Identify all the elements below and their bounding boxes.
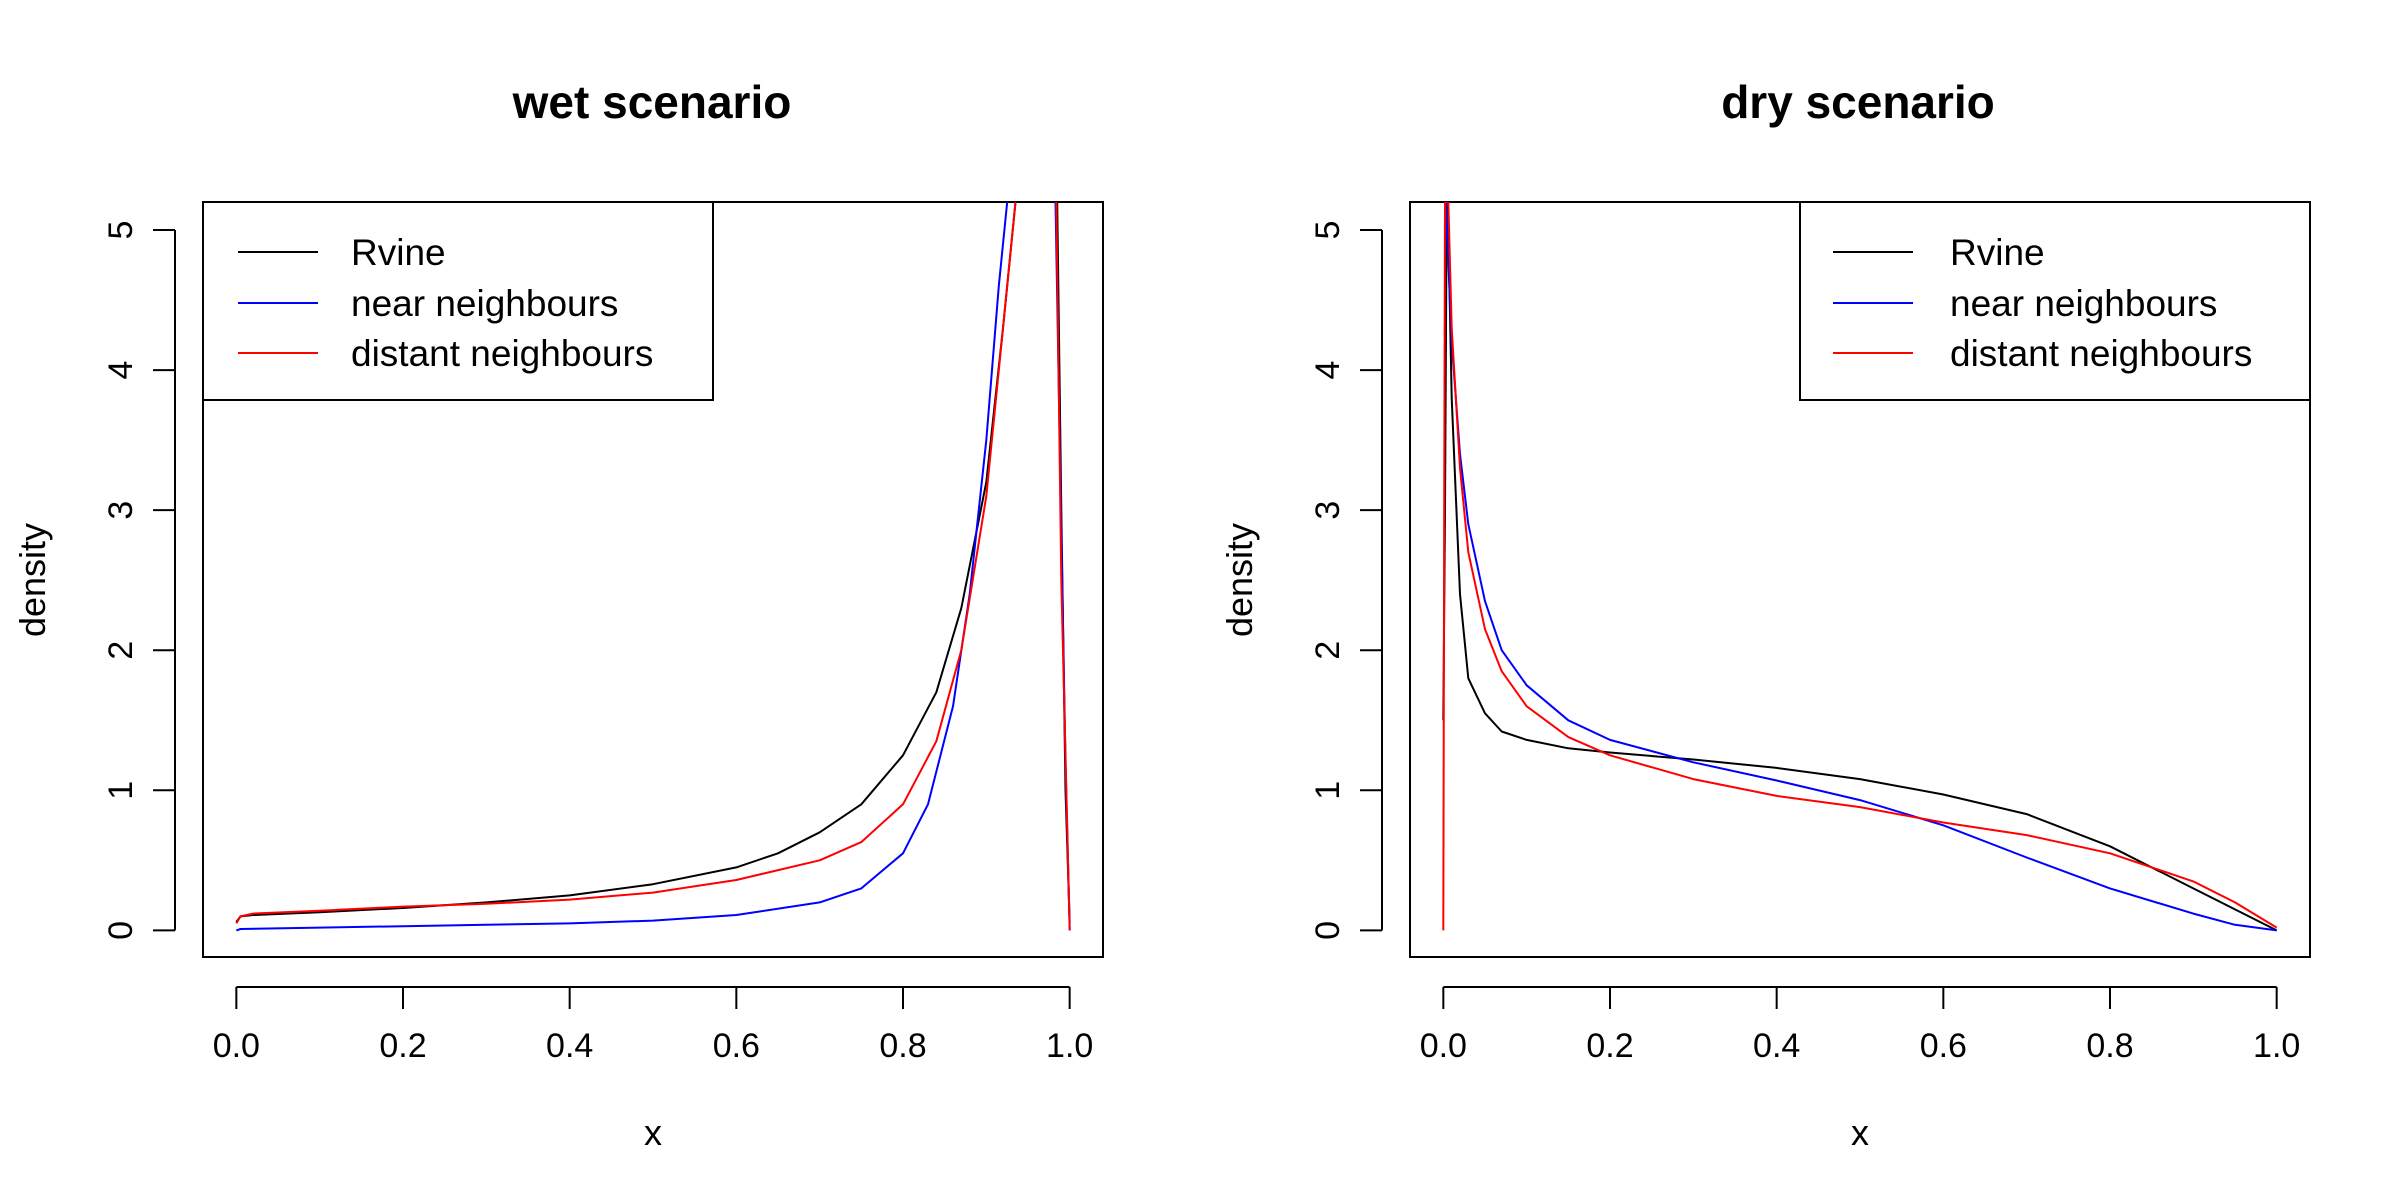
- y-axis: 0 1 2 3 4 5: [102, 221, 176, 940]
- y-axis: 0 1 2 3 4 5: [1309, 221, 1383, 940]
- x-axis-label: x: [1851, 1112, 1869, 1153]
- legend-label-distant: distant neighbours: [1950, 333, 2252, 374]
- x-tick-label: 0.4: [1753, 1027, 1800, 1065]
- x-axis: 0.0 0.2 0.4 0.6 0.8 1.0: [1420, 986, 2300, 1065]
- x-axis: 0.0 0.2 0.4 0.6 0.8 1.0: [213, 986, 1093, 1065]
- x-tick-label: 0.6: [713, 1027, 760, 1065]
- legend-label-rvine: Rvine: [1950, 232, 2045, 273]
- y-tick-label: 2: [1309, 641, 1347, 660]
- x-tick-label: 1.0: [2253, 1027, 2300, 1065]
- panel-dry: dry scenario Rvine near neighbours dista…: [1219, 76, 2311, 1153]
- y-tick-label: 0: [102, 921, 140, 940]
- x-tick-label: 0.0: [213, 1027, 260, 1065]
- panel-title: dry scenario: [1721, 76, 1995, 128]
- x-tick-label: 0.8: [2086, 1027, 2133, 1065]
- x-tick-label: 0.8: [879, 1027, 926, 1065]
- series-line-distant-neighbours: [235, 202, 1071, 931]
- legend-label-distant: distant neighbours: [351, 333, 653, 374]
- series-line-distant-neighbours: [1442, 202, 2278, 931]
- x-tick-label: 1.0: [1046, 1027, 1093, 1065]
- legend: Rvine near neighbours distant neighbours: [1799, 201, 2311, 401]
- y-axis-label: density: [1219, 523, 1260, 637]
- y-tick-label: 2: [102, 641, 140, 660]
- y-tick-label: 5: [1309, 221, 1347, 240]
- series-line-near-neighbours: [1444, 202, 2277, 932]
- legend-label-rvine: Rvine: [351, 232, 446, 273]
- x-tick-label: 0.4: [546, 1027, 593, 1065]
- panel-wet: wet scenario Rvine near neighbours dista…: [12, 76, 1104, 1153]
- y-tick-label: 1: [102, 781, 140, 800]
- y-tick-label: 5: [102, 221, 140, 240]
- y-tick-label: 0: [1309, 921, 1347, 940]
- x-tick-label: 0.2: [1586, 1027, 1633, 1065]
- series-lines: [1442, 202, 2278, 932]
- x-axis-label: x: [644, 1112, 662, 1153]
- x-tick-label: 0.2: [379, 1027, 426, 1065]
- x-tick-label: 0.6: [1920, 1027, 1967, 1065]
- y-tick-label: 4: [1309, 361, 1347, 380]
- x-tick-label: 0.0: [1420, 1027, 1467, 1065]
- y-tick-label: 4: [102, 361, 140, 380]
- legend: Rvine near neighbours distant neighbours: [202, 201, 714, 401]
- legend-label-near: near neighbours: [1950, 283, 2217, 324]
- panel-title: wet scenario: [512, 76, 792, 128]
- series-lines: [235, 202, 1071, 932]
- y-tick-label: 3: [102, 501, 140, 520]
- y-axis-label: density: [12, 523, 53, 637]
- legend-box: [1799, 201, 2311, 401]
- y-tick-label: 3: [1309, 501, 1347, 520]
- legend-label-near: near neighbours: [351, 283, 618, 324]
- legend-box: [202, 201, 714, 401]
- y-tick-label: 1: [1309, 781, 1347, 800]
